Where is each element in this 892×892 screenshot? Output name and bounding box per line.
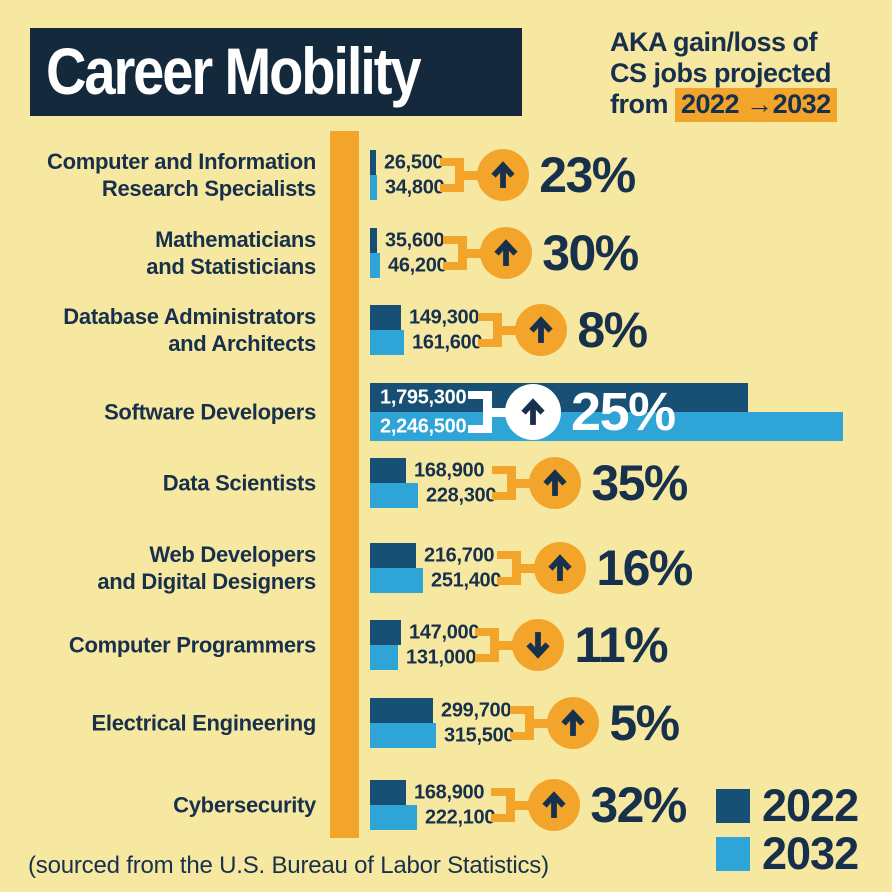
- value-2022-label: 168,900: [414, 459, 485, 481]
- change-direction-badge: [505, 384, 562, 440]
- bracket-connector: [510, 706, 550, 740]
- bracket-connector: [492, 466, 532, 500]
- legend-label-2022: 2022: [762, 780, 859, 831]
- bar-2022: [370, 228, 377, 253]
- arrow-up-icon: [521, 398, 545, 425]
- subtitle: AKA gain/loss of CS jobs projected from …: [610, 27, 888, 122]
- bar-2022: [370, 620, 401, 645]
- value-2022-label: 168,900: [414, 781, 485, 803]
- bracket-connector: [491, 788, 531, 822]
- percent-change-label: 23%: [539, 147, 636, 203]
- category-label: Web Developers and Digital Designers: [97, 542, 316, 594]
- change-direction-badge: [528, 779, 581, 831]
- bar-2022: [370, 150, 376, 175]
- percent-change-label: 11%: [574, 617, 668, 673]
- legend-swatch-2022: [716, 789, 750, 823]
- legend: 2022 2032: [716, 780, 892, 882]
- category-label: Computer Programmers: [68, 632, 316, 658]
- bar-2022: [370, 458, 406, 483]
- bracket-connector: [497, 551, 537, 585]
- subtitle-line-3: from 2022 →2032: [610, 88, 888, 122]
- value-2032-label: 46,200: [388, 254, 448, 276]
- category-label: Electrical Engineering: [91, 710, 317, 736]
- category-label: Data Scientists: [162, 470, 317, 496]
- bracket-connector: [478, 313, 518, 347]
- change-direction-badge: [529, 457, 582, 509]
- percent-change-label: 32%: [590, 777, 687, 833]
- arrow-up-icon: [491, 161, 515, 188]
- source-note: (sourced from the U.S. Bureau of Labor S…: [28, 852, 549, 879]
- arrow-up-icon: [548, 554, 572, 581]
- bar-2022: [370, 305, 401, 330]
- value-2032-label: 2,246,500: [380, 415, 467, 437]
- percent-change-label: 8%: [577, 302, 648, 358]
- value-2022-label: 1,795,300: [380, 386, 467, 408]
- percent-change-label: 25%: [571, 382, 676, 442]
- value-2032-label: 131,000: [406, 646, 477, 668]
- subtitle-line-3-prefix: from: [610, 89, 675, 119]
- subtitle-line-2: CS jobs projected: [610, 58, 832, 88]
- category-label: Cybersecurity: [173, 792, 316, 818]
- legend-label-2032: 2032: [762, 828, 859, 879]
- bar-2022: [370, 780, 406, 805]
- bracket-connector: [443, 236, 483, 270]
- change-direction-badge: [534, 542, 587, 594]
- bar-2022: [370, 543, 416, 568]
- bracket-connector: [468, 391, 508, 433]
- change-direction-badge: [477, 149, 530, 201]
- percent-change-label: 5%: [609, 695, 680, 751]
- bar-2032: [370, 175, 377, 200]
- legend-swatch-2032: [716, 837, 750, 871]
- category-label: Software Developers: [104, 399, 316, 425]
- bar-2022: [370, 698, 433, 723]
- chart-spine-divider: [330, 131, 359, 838]
- value-2022-label: 149,300: [409, 306, 480, 328]
- change-direction-badge: [512, 619, 565, 671]
- page-title: Career Mobility: [46, 34, 422, 108]
- percent-change-label: 30%: [542, 225, 639, 281]
- change-direction-badge: [547, 697, 600, 749]
- arrow-up-icon: [561, 709, 585, 736]
- bar-2032: [370, 483, 418, 508]
- value-2032-label: 228,300: [426, 484, 497, 506]
- arrow-down-icon: [526, 632, 550, 659]
- category-label: Database Administrators and Architects: [63, 304, 316, 356]
- category-label: Computer and Information Research Special…: [46, 149, 316, 201]
- percent-change-label: 35%: [591, 455, 688, 511]
- category-label: Mathematicians and Statisticians: [146, 227, 316, 279]
- bracket-connector: [440, 158, 480, 192]
- value-2022-label: 299,700: [441, 699, 512, 721]
- bar-2032: [370, 412, 843, 441]
- title-banner: Career Mobility: [30, 28, 522, 116]
- subtitle-line-1: AKA gain/loss of: [610, 27, 818, 57]
- bar-2032: [370, 805, 417, 830]
- arrow-up-icon: [542, 791, 566, 818]
- value-2032-label: 34,800: [385, 176, 445, 198]
- bar-2032: [370, 253, 380, 278]
- bar-2032: [370, 645, 398, 670]
- value-2022-label: 147,000: [409, 621, 480, 643]
- value-2032-label: 222,100: [425, 806, 496, 828]
- bar-2032: [370, 330, 404, 355]
- value-2022-label: 35,600: [385, 229, 445, 251]
- value-2022-label: 216,700: [424, 544, 495, 566]
- arrow-up-icon: [494, 239, 518, 266]
- change-direction-badge: [480, 227, 533, 279]
- percent-change-label: 16%: [596, 540, 693, 596]
- bar-2032: [370, 568, 423, 593]
- arrow-up-icon: [529, 316, 553, 343]
- bar-2032: [370, 723, 436, 748]
- value-2022-label: 26,500: [384, 151, 444, 173]
- arrow-up-icon: [543, 469, 567, 496]
- value-2032-label: 315,500: [444, 724, 515, 746]
- year-range-highlight: 2022 →2032: [675, 88, 837, 122]
- change-direction-badge: [515, 304, 568, 356]
- bracket-connector: [475, 628, 515, 662]
- value-2032-label: 251,400: [431, 569, 502, 591]
- value-2032-label: 161,600: [412, 331, 483, 353]
